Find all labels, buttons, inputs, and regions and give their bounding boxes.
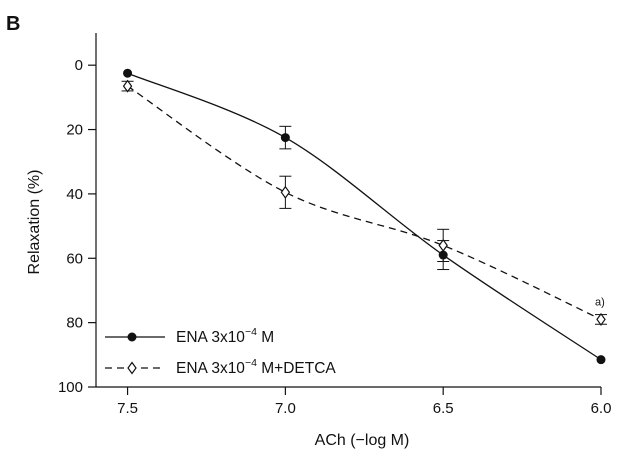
x-axis: 7.5 7.0 6.5 6.0 <box>96 386 612 417</box>
series-2-point <box>280 185 291 199</box>
x-tick-label: 7.0 <box>275 400 296 417</box>
y-tick-label: 80 <box>66 315 83 332</box>
legend-label-2-exp: −4 <box>245 357 257 369</box>
series-1-point <box>280 133 290 143</box>
legend-label-2: ENA 3x10−4 M+DETCA <box>176 357 336 377</box>
series-1-point <box>123 68 133 78</box>
x-tick-label: 6.5 <box>433 400 454 417</box>
y-axis: 0 20 40 60 80 100 <box>58 33 97 396</box>
legend: ENA 3x10−4 M ENA 3x10−4 M+DETCA <box>105 326 336 377</box>
series-1-point <box>596 355 606 365</box>
y-tick-label: 20 <box>66 122 83 139</box>
legend-label-1-exp: −4 <box>245 326 257 338</box>
series-layer <box>121 68 607 365</box>
x-axis-label: ACh (−log M) <box>315 432 410 449</box>
series-2-point <box>596 312 606 326</box>
legend-label-2-main: ENA 3x10 <box>176 360 245 377</box>
y-axis-label: Relaxation (%) <box>26 170 43 275</box>
legend-label-1-main: ENA 3x10 <box>176 329 245 346</box>
x-tick-label: 6.0 <box>591 400 612 417</box>
annotation-layer: a) <box>595 296 605 308</box>
legend-label-2-tail: M+DETCA <box>257 360 336 377</box>
annotation-label: a) <box>595 296 605 308</box>
y-tick-label: 0 <box>75 57 83 74</box>
legend-marker-2 <box>127 361 137 375</box>
series-2-point <box>438 238 448 252</box>
y-tick-label: 40 <box>66 186 83 203</box>
legend-item-2: ENA 3x10−4 M+DETCA <box>105 357 336 377</box>
series-2-line <box>127 85 602 321</box>
legend-label-1-tail: M <box>257 329 274 346</box>
y-tick-label: 100 <box>58 379 83 396</box>
series-1-line <box>127 72 602 361</box>
x-tick-label: 7.5 <box>117 400 138 417</box>
legend-label-1: ENA 3x10−4 M <box>176 326 274 346</box>
legend-marker-1 <box>127 332 137 342</box>
legend-item-1: ENA 3x10−4 M <box>105 326 274 346</box>
panel-label: B <box>6 13 20 35</box>
series-2-point <box>122 79 133 93</box>
y-tick-label: 60 <box>66 250 83 267</box>
